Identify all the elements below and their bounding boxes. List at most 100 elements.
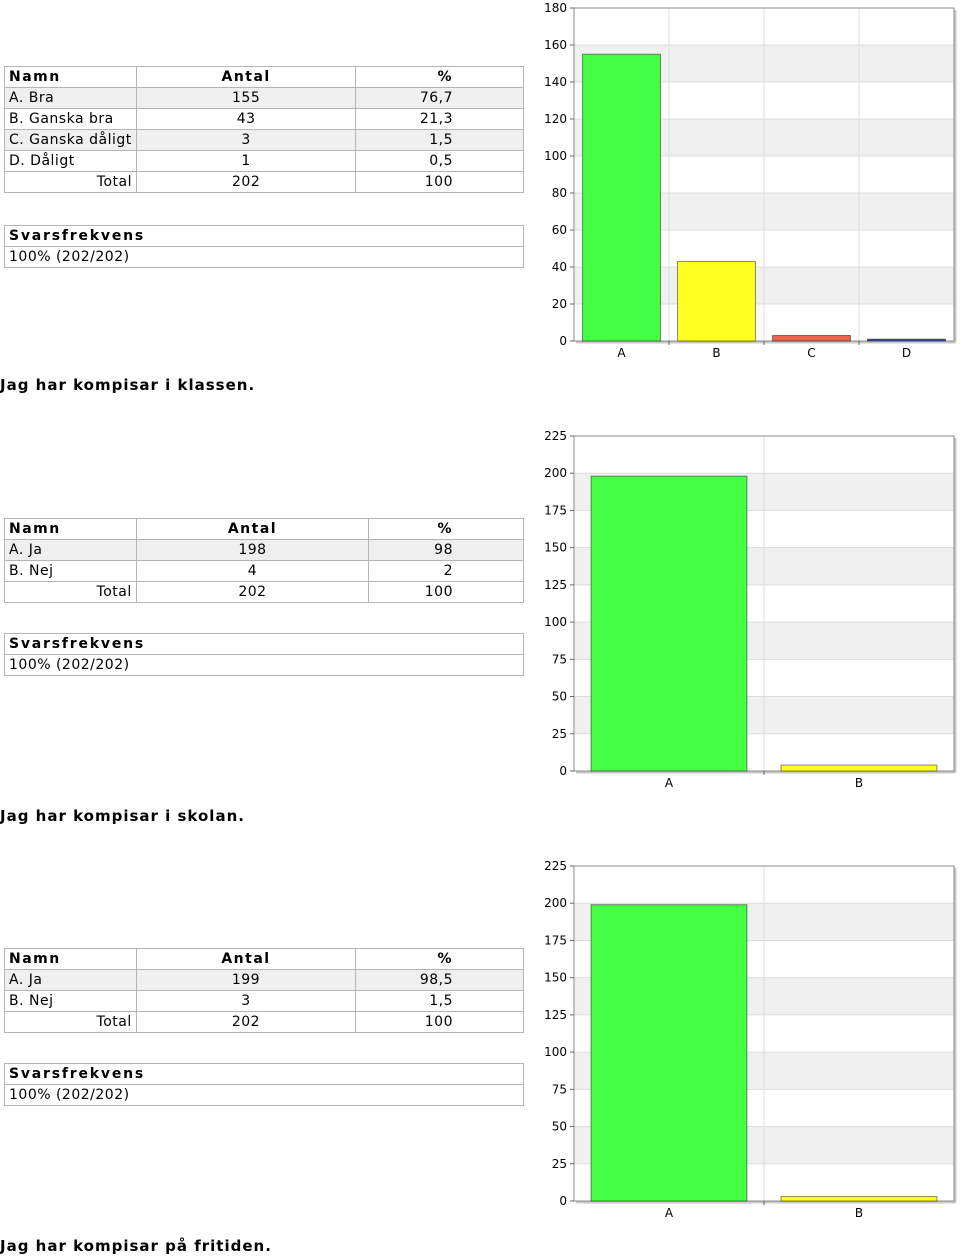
y-tick-label: 50	[552, 690, 567, 704]
x-tick-label: C	[807, 346, 815, 360]
x-tick-label: A	[617, 346, 626, 360]
total-count: 202	[135, 581, 370, 603]
y-tick-label: 25	[552, 727, 567, 741]
header-count: Antal	[135, 948, 357, 970]
y-tick-label: 75	[552, 652, 567, 666]
response-label: Svarsfrekvens	[4, 225, 524, 247]
y-tick-label: 100	[544, 149, 567, 163]
y-tick-label: 225	[544, 429, 567, 443]
table-row: A. Ja 198 98	[4, 539, 524, 561]
x-tick-label: B	[855, 1206, 863, 1220]
header-percent: %	[368, 518, 524, 540]
stats-header-row: Namn Antal %	[4, 948, 524, 970]
row-percent: 76,7	[355, 87, 524, 109]
y-tick-label: 200	[544, 466, 567, 480]
row-percent: 1,5	[355, 129, 524, 151]
x-tick-label: B	[855, 776, 863, 790]
row-percent: 21,3	[355, 108, 524, 130]
row-count: 1	[135, 150, 357, 172]
y-tick-label: 100	[544, 1045, 567, 1059]
bar-c	[772, 334, 851, 342]
y-tick-label: 60	[552, 223, 567, 237]
y-tick-label: 125	[544, 578, 567, 592]
x-tick-label: A	[665, 1206, 674, 1220]
response-label: Svarsfrekvens	[4, 1063, 524, 1085]
question-text: Jag har kompisar på fritiden.	[0, 1237, 272, 1255]
y-tick-label: 40	[552, 260, 567, 274]
row-percent: 98	[368, 539, 524, 561]
header-percent: %	[355, 66, 524, 88]
total-percent: 100	[355, 1011, 524, 1033]
y-tick-label: 225	[544, 859, 567, 873]
row-count: 4	[135, 560, 370, 582]
bar-chart-3: 0 25 50 75 100 125 150 175 200 225 A B	[544, 859, 957, 1220]
total-label: Total	[4, 1011, 137, 1033]
stats-table-2: Namn Antal % A. Ja 198 98 B. Nej 4 2 Tot…	[4, 518, 524, 603]
row-count: 3	[135, 129, 357, 151]
stats-header-row: Namn Antal %	[4, 66, 524, 88]
y-tick-label: 120	[544, 112, 567, 126]
table-row: B. Ganska bra 43 21,3	[4, 108, 524, 130]
y-tick-label: 160	[544, 38, 567, 52]
response-value: 100% (202/202)	[4, 654, 524, 676]
row-name: B. Nej	[4, 560, 137, 582]
bar-b	[780, 764, 938, 772]
row-count: 3	[135, 990, 357, 1012]
stats-table-3: Namn Antal % A. Ja 199 98,5 B. Nej 3 1,5…	[4, 948, 524, 1033]
table-row: B. Nej 3 1,5	[4, 990, 524, 1012]
table-row: B. Nej 4 2	[4, 560, 524, 582]
y-tick-label: 175	[544, 933, 567, 947]
response-value: 100% (202/202)	[4, 1084, 524, 1106]
x-tick-label: B	[712, 346, 720, 360]
total-row: Total 202 100	[4, 1011, 524, 1033]
y-tick-label: 200	[544, 896, 567, 910]
response-table-2: Svarsfrekvens 100% (202/202)	[4, 633, 524, 676]
total-label: Total	[4, 171, 137, 193]
y-tick-label: 25	[552, 1157, 567, 1171]
y-tick-label: 150	[544, 971, 567, 985]
row-name: B. Ganska bra	[4, 108, 137, 130]
total-row: Total 202 100	[4, 581, 524, 603]
y-tick-label: 0	[559, 334, 567, 348]
y-tick-label: 140	[544, 75, 567, 89]
row-count: 198	[135, 539, 370, 561]
y-tick-label: 75	[552, 1082, 567, 1096]
stats-header-row: Namn Antal %	[4, 518, 524, 540]
y-tick-label: 20	[552, 297, 567, 311]
total-percent: 100	[355, 171, 524, 193]
header-count: Antal	[135, 518, 370, 540]
header-count: Antal	[135, 66, 357, 88]
bar-chart-1: 0 20 40 60 80 100 120 140 160 180 A B C D	[544, 1, 957, 360]
y-tick-label: 125	[544, 1008, 567, 1022]
stats-table-1: Namn Antal % A. Bra 155 76,7 B. Ganska b…	[4, 66, 524, 193]
bar-a	[590, 475, 748, 772]
header-name: Namn	[4, 518, 137, 540]
table-row: A. Bra 155 76,7	[4, 87, 524, 109]
row-name: B. Nej	[4, 990, 137, 1012]
bar-b	[677, 260, 756, 342]
row-name: A. Ja	[4, 969, 137, 991]
row-percent: 2	[368, 560, 524, 582]
total-count: 202	[135, 171, 357, 193]
response-value: 100% (202/202)	[4, 246, 524, 268]
x-tick-label: D	[902, 346, 911, 360]
bar-a	[582, 53, 661, 342]
total-row: Total 202 100	[4, 171, 524, 193]
y-tick-label: 0	[559, 764, 567, 778]
total-count: 202	[135, 1011, 357, 1033]
y-tick-label: 150	[544, 541, 567, 555]
question-text: Jag har kompisar i klassen.	[0, 376, 256, 394]
row-count: 43	[135, 108, 357, 130]
y-tick-label: 0	[559, 1194, 567, 1208]
y-tick-label: 50	[552, 1120, 567, 1134]
bar-d	[867, 338, 946, 342]
x-tick-label: A	[665, 776, 674, 790]
header-name: Namn	[4, 66, 137, 88]
row-percent: 98,5	[355, 969, 524, 991]
response-table-3: Svarsfrekvens 100% (202/202)	[4, 1063, 524, 1106]
total-label: Total	[4, 581, 137, 603]
bar-chart-2: 0 25 50 75 100 125 150 175 200 225 A B	[544, 429, 957, 790]
y-tick-label: 80	[552, 186, 567, 200]
y-tick-label: 100	[544, 615, 567, 629]
table-row: C. Ganska dåligt 3 1,5	[4, 129, 524, 151]
